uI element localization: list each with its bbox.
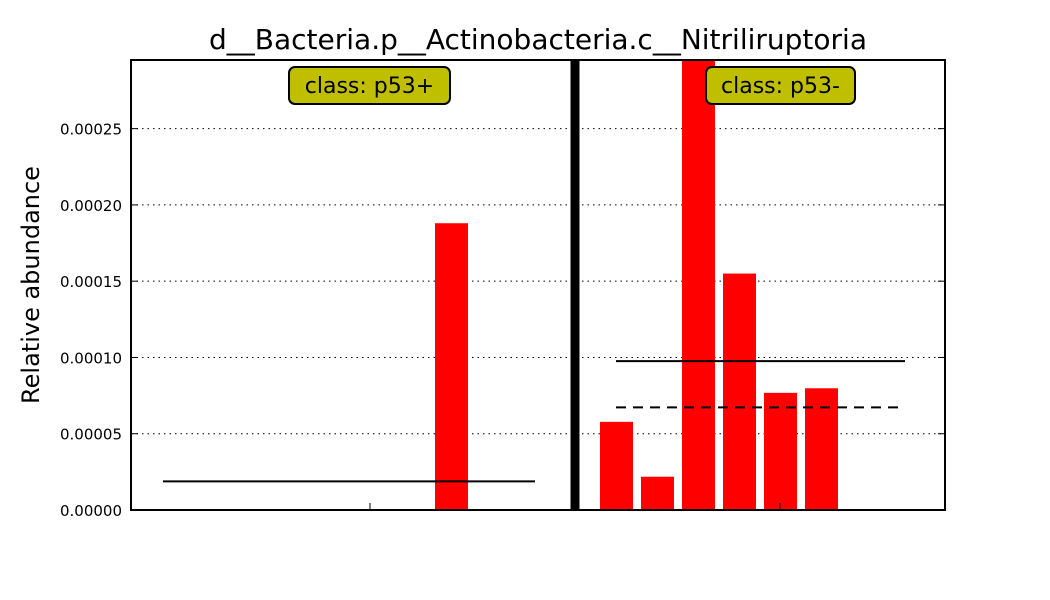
ticks-layer: 0.00000 0.00005 0.00010 0.00015 0.00020 0.000… xyxy=(60,121,945,520)
bar xyxy=(723,273,756,510)
y-tick-label: 0.00005 xyxy=(60,426,122,444)
grid-layer xyxy=(131,128,945,435)
bar xyxy=(805,388,838,510)
bar xyxy=(641,476,674,510)
class-label-box xyxy=(288,66,451,105)
class-label-box xyxy=(705,66,856,105)
y-tick-label: 0.00020 xyxy=(60,197,122,215)
bar xyxy=(682,60,715,510)
bar xyxy=(764,392,797,510)
class-label: class: p53- xyxy=(721,74,840,99)
y-tick-label: 0.00015 xyxy=(60,273,122,291)
lines-layer xyxy=(163,60,905,510)
bar xyxy=(435,223,468,510)
class-label: class: p53+ xyxy=(305,74,434,99)
bar xyxy=(600,421,633,510)
y-tick-label: 0.00010 xyxy=(60,349,122,367)
bars-layer xyxy=(435,60,838,510)
chart-title: d__Bacteria.p__Actinobacteria.c__Nitrili… xyxy=(209,23,867,56)
y-axis-label: Relative abundance xyxy=(17,166,45,404)
labels-layer: class: p53+ class: p53- xyxy=(288,66,856,105)
y-tick-label: 0.00025 xyxy=(60,121,122,139)
y-tick-label: 0.00000 xyxy=(60,502,122,520)
plot-frame xyxy=(130,59,946,511)
